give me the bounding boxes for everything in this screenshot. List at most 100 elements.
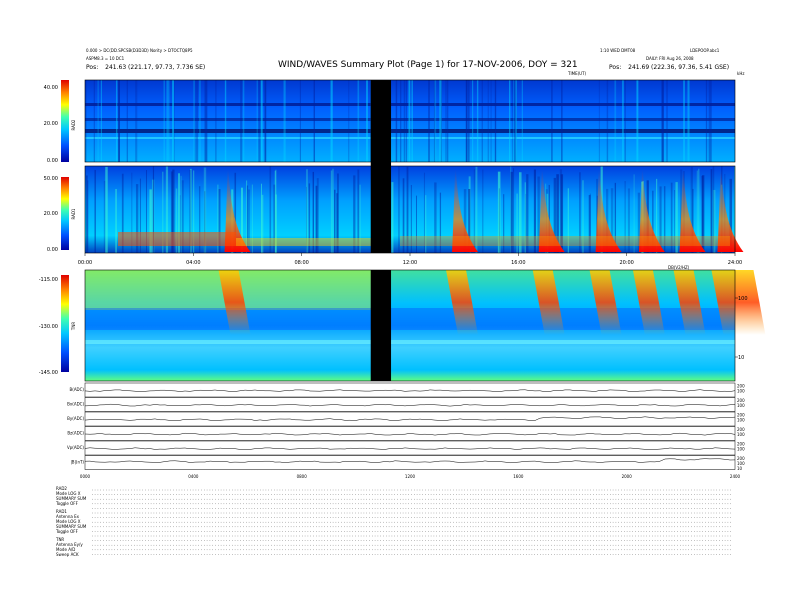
rad1-streak bbox=[712, 189, 716, 253]
rad2-streak bbox=[224, 80, 227, 162]
rad1-streak bbox=[468, 188, 471, 253]
header-left-pos: Pos: 241.63 (221.17, 97.73, 7.736 SE) bbox=[86, 64, 205, 71]
mag-strip-frame bbox=[84, 382, 736, 398]
rad1-streak bbox=[712, 166, 715, 253]
rad1-streak bbox=[624, 181, 626, 253]
tnr-burst bbox=[218, 270, 251, 335]
bottom-time-tick-label: 0000 bbox=[80, 474, 91, 479]
rad2-streak bbox=[708, 80, 711, 162]
rad2-streak bbox=[515, 80, 517, 162]
rad1-streak bbox=[533, 169, 536, 253]
rad2-streak bbox=[206, 80, 208, 162]
rad2-streak bbox=[406, 80, 407, 162]
rad2-streak bbox=[97, 80, 99, 162]
rad2-streak bbox=[428, 80, 430, 162]
tnr-burst bbox=[632, 270, 665, 335]
rad2-streak bbox=[126, 80, 128, 162]
rad1-streak bbox=[567, 188, 569, 253]
rad2-streak bbox=[666, 80, 668, 162]
footer-value: OFF bbox=[70, 529, 78, 534]
rad1-streak bbox=[357, 169, 360, 253]
mag-strip-tick: 200 bbox=[737, 427, 745, 432]
rad1-streak bbox=[152, 166, 155, 253]
rad1-streak bbox=[146, 170, 147, 253]
rad1-streak bbox=[690, 167, 693, 253]
rad2-streak bbox=[115, 80, 118, 162]
tnr-tick: -130.00 bbox=[39, 324, 58, 330]
mag-strip-tick: 100 bbox=[737, 403, 745, 408]
rad1-streak bbox=[670, 182, 673, 253]
header-right-line2: LDEPOOP.abc1 bbox=[690, 48, 720, 53]
rad1-streak bbox=[518, 172, 522, 253]
rad2-colorbar bbox=[61, 80, 69, 162]
data-gap-tnr bbox=[370, 270, 392, 381]
footer-value: LOG X bbox=[68, 519, 81, 524]
rad1-streak bbox=[556, 174, 559, 253]
time-tick-label: 12:00 bbox=[403, 260, 417, 266]
tnr-tick: -115.00 bbox=[39, 277, 58, 283]
time-axis-bottom: 0000 0400 0800 1200 1600 2000 2400 bbox=[80, 474, 741, 479]
rad1-burst bbox=[638, 170, 665, 252]
rad2-streak bbox=[193, 80, 195, 162]
footer-rad2-block: RAD2 Mode LOG X SUMMARY SUM Toggle OFF bbox=[56, 486, 86, 506]
rad1-colorbar bbox=[61, 177, 69, 250]
rad2-streak bbox=[256, 80, 258, 162]
footer-key: Antenna bbox=[56, 542, 73, 547]
rad1-low-band-yellow bbox=[236, 238, 376, 246]
rad1-streak bbox=[498, 188, 500, 253]
rad1-streak bbox=[334, 189, 336, 253]
time-tick-label: 20:00 bbox=[619, 260, 633, 266]
rad2-streak bbox=[661, 80, 664, 162]
rad1-streak bbox=[308, 183, 311, 253]
rad1-tick: 50.00 bbox=[44, 176, 58, 182]
footer-value: A/D bbox=[68, 547, 76, 552]
rad1-streak bbox=[246, 180, 248, 253]
rad2-streak bbox=[621, 80, 624, 162]
magnetometer-strips: B(ADC)200100Bx(ADC)200100By(ADC)200100Bz… bbox=[67, 382, 745, 471]
tnr-spectrogram bbox=[85, 270, 735, 381]
footer-value: LOG X bbox=[68, 491, 81, 496]
rad2-streak bbox=[481, 80, 483, 162]
rad2-streak bbox=[439, 80, 442, 162]
rad2-streak bbox=[606, 80, 609, 162]
rad1-streak bbox=[86, 175, 88, 253]
mag-strip-tick: 100 bbox=[737, 461, 745, 466]
rad1-streak bbox=[548, 184, 550, 253]
rad2-streak bbox=[118, 80, 120, 162]
rad1-streak bbox=[149, 189, 152, 253]
footer-key: TNR bbox=[56, 537, 65, 542]
time-tick-label: 04:00 bbox=[186, 260, 200, 266]
rad2-streak bbox=[521, 80, 523, 162]
mag-strip-tick: 200 bbox=[737, 384, 745, 389]
rad1-streak bbox=[312, 171, 315, 253]
footer-row: RAD1 bbox=[56, 509, 86, 514]
rad1-streak bbox=[423, 172, 425, 253]
rad2-streak bbox=[85, 80, 87, 162]
rad1-streak bbox=[582, 180, 584, 253]
rad2-streak bbox=[705, 80, 708, 162]
rad1-streak bbox=[353, 175, 356, 253]
rad1-streak bbox=[579, 172, 581, 253]
rad1-streak bbox=[204, 191, 206, 253]
rad1-streak bbox=[218, 189, 221, 253]
footer-row: Mode A/D bbox=[56, 547, 83, 552]
rad2-streak bbox=[215, 80, 217, 162]
mag-strip-trace bbox=[84, 403, 736, 407]
footer-key: Sweep bbox=[56, 552, 70, 557]
mag-strip-label: Bz(ADC) bbox=[67, 431, 84, 436]
mag-strip-trace bbox=[84, 458, 736, 464]
rad2-streak bbox=[260, 80, 263, 162]
rad1-low-band bbox=[118, 232, 730, 246]
rad1-streak bbox=[115, 189, 117, 253]
mag-strip-tick: 200 bbox=[737, 398, 745, 403]
footer-key: RAD2 bbox=[56, 486, 67, 491]
rad2-streak bbox=[598, 80, 600, 162]
rad2-streak bbox=[551, 80, 553, 162]
footer-key: Mode bbox=[56, 491, 67, 496]
rad1-streak bbox=[475, 166, 478, 253]
tnr-panel: -115.00 -130.00 -145.00 TNR 100 10 bbox=[39, 269, 766, 382]
footer-row: Toggle OFF bbox=[56, 501, 86, 506]
rad1-bursts bbox=[224, 170, 744, 252]
rad1-streak bbox=[337, 173, 339, 253]
bottom-time-tick-label: 2000 bbox=[622, 474, 633, 479]
